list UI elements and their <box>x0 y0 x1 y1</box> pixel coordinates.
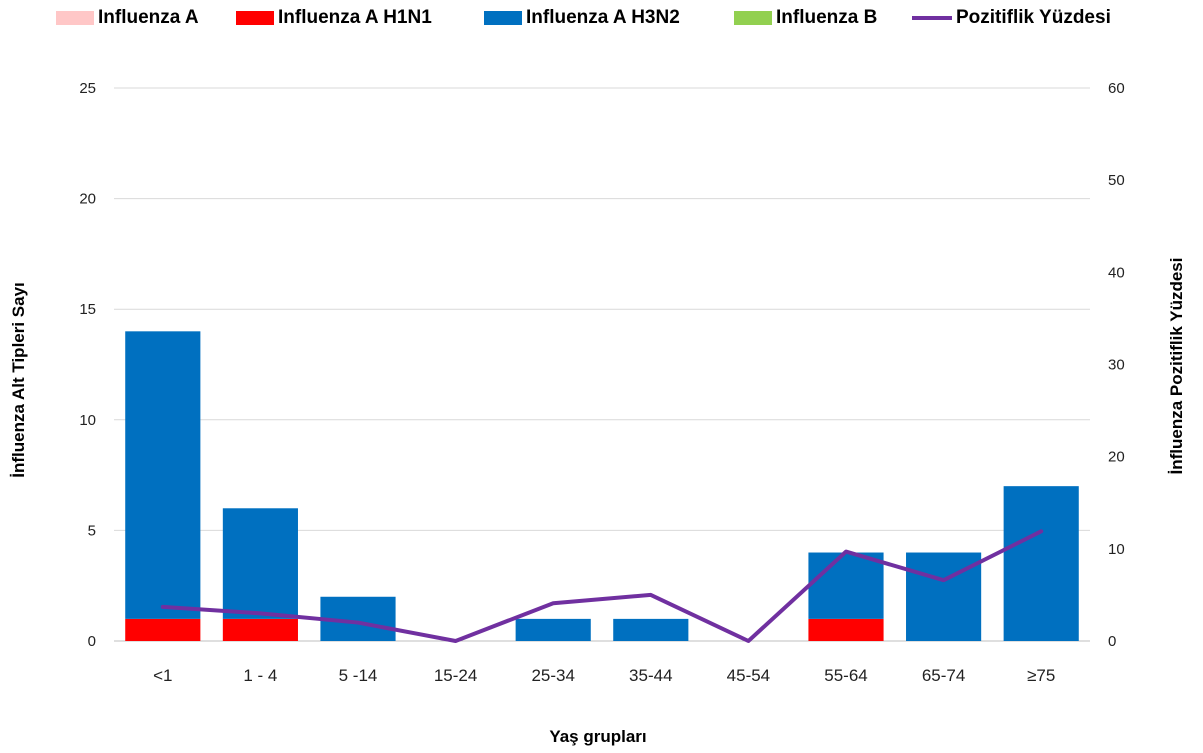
legend-label: Pozitiflik Yüzdesi <box>956 7 1111 28</box>
y-axis-title: İnfluenza Alt Tipleri Sayı <box>9 282 28 478</box>
legend: Influenza A Influenza A H1N1 Influenza A… <box>0 0 1203 40</box>
legend-label: Influenza B <box>776 7 878 28</box>
legend-item-influenza-a-h3n2: Influenza A H3N2 <box>484 6 680 30</box>
left-axis-ticks: 0 5 10 15 20 25 <box>79 80 96 650</box>
legend-item-positivity: Pozitiflik Yüzdesi <box>912 6 1111 30</box>
y-tick-label: 0 <box>88 633 96 650</box>
x-tick-label: 5 -14 <box>339 666 378 685</box>
y2-tick-label: 20 <box>1108 449 1125 466</box>
bar <box>125 331 201 619</box>
right-axis-ticks: 0 10 20 30 40 50 60 <box>1108 80 1125 650</box>
y2-tick-label: 10 <box>1108 541 1125 558</box>
bar <box>222 508 298 619</box>
y-tick-label: 15 <box>79 301 96 318</box>
x-tick-label: <1 <box>153 666 172 685</box>
positivity-line <box>160 529 1044 643</box>
line-series <box>160 529 1044 643</box>
x-tick-label: 15-24 <box>434 666 477 685</box>
y2-tick-label: 40 <box>1108 264 1125 281</box>
x-axis-ticks: <1 1 - 4 5 -14 15-24 25-34 35-44 45-54 55-64 65-… <box>153 666 1055 685</box>
legend-swatch-line <box>912 16 952 20</box>
legend-label: Influenza A H3N2 <box>526 7 680 28</box>
x-tick-label: 65-74 <box>922 666 965 685</box>
legend-label: Influenza A <box>98 7 199 28</box>
legend-swatch <box>236 11 274 25</box>
y2-tick-label: 60 <box>1108 80 1125 97</box>
legend-item-influenza-a-h1n1: Influenza A H1N1 <box>236 6 432 30</box>
bar <box>222 618 298 641</box>
legend-item-influenza-a: Influenza A <box>56 6 199 30</box>
y-tick-label: 20 <box>79 191 96 208</box>
x-tick-label: 25-34 <box>531 666 574 685</box>
x-tick-label: 45-54 <box>727 666 770 685</box>
x-tick-label: 1 - 4 <box>243 666 277 685</box>
bars <box>125 331 1079 641</box>
y2-tick-label: 0 <box>1108 633 1116 650</box>
y2-tick-label: 30 <box>1108 357 1125 374</box>
bar <box>1003 486 1079 641</box>
bar <box>125 618 201 641</box>
legend-label: Influenza A H1N1 <box>278 7 432 28</box>
x-axis-title: Yaş grupları <box>549 727 646 746</box>
x-tick-label: 35-44 <box>629 666 672 685</box>
y-tick-label: 10 <box>79 412 96 429</box>
legend-swatch <box>56 11 94 25</box>
bar <box>515 618 591 641</box>
y2-axis-title: İnfluenza Pozitiflik Yüzdesi <box>1167 258 1186 475</box>
x-tick-label: ≥75 <box>1027 666 1055 685</box>
legend-item-influenza-b: Influenza B <box>734 6 877 30</box>
bar <box>808 618 884 641</box>
legend-swatch <box>734 11 772 25</box>
y-tick-label: 5 <box>88 522 96 539</box>
legend-swatch <box>484 11 522 25</box>
bar <box>808 552 884 619</box>
bar <box>613 618 689 641</box>
x-tick-label: 55-64 <box>824 666 867 685</box>
y-tick-label: 25 <box>79 80 96 97</box>
y2-tick-label: 50 <box>1108 172 1125 189</box>
